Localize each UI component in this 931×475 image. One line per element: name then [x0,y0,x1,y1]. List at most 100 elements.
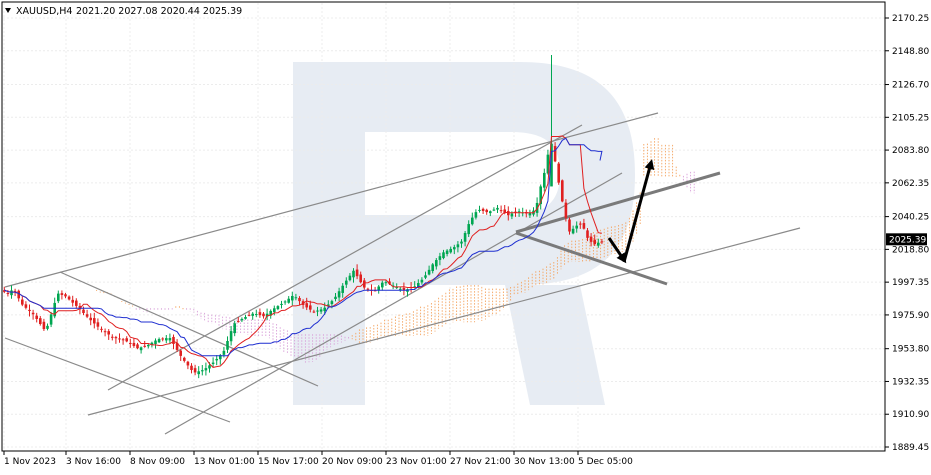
candle [456,241,460,253]
candle [24,301,28,310]
candle [136,342,139,350]
candle [179,349,182,361]
candle [64,292,67,299]
x-tick-label: 30 Nov 13:00 [514,457,575,467]
candle [600,238,604,245]
trend-line [59,271,319,387]
candle [35,312,38,323]
candle [161,337,164,342]
candle [553,142,557,163]
candle [215,355,218,366]
y-tick-label: 2040.25 [892,213,929,223]
candle [283,300,287,305]
candle [287,296,290,304]
candle [240,317,244,323]
candle [489,210,492,217]
candle [564,199,568,222]
x-tick-label: 1 Nov 2023 [4,457,56,467]
candle [211,357,215,368]
candle [190,363,193,374]
candle [247,311,251,317]
trend-line-bold [515,171,721,234]
x-tick-label: 5 Dec 05:00 [578,457,633,467]
candle [85,309,89,319]
y-tick-label: 2018.80 [892,245,929,255]
candle [28,304,31,317]
candle [420,277,424,285]
candle [478,205,481,213]
current-price-tag: 2025.39 [886,233,927,246]
y-tick-label: 2148.80 [892,47,929,57]
candle [154,338,157,349]
candle [143,340,146,348]
candle [118,333,121,343]
candle [93,312,96,329]
candle [366,287,370,292]
candle [582,218,586,230]
candle [381,280,384,291]
candle [251,312,254,320]
trend-line [4,337,231,423]
candle [186,360,190,370]
candle [204,362,208,376]
x-tick-label: 27 Nov 21:00 [450,457,511,467]
candle [265,308,269,321]
candle [395,283,398,289]
candle [467,220,470,237]
candle [363,278,366,290]
candle [147,343,150,349]
x-tick-label: 15 Nov 17:00 [258,457,319,467]
candle [229,326,233,346]
candle [561,179,564,203]
candle [183,356,186,363]
candle [309,300,312,313]
candle [575,221,578,233]
trend-lines [4,112,801,435]
candle [121,337,125,345]
candle [589,233,593,247]
candle [492,207,496,212]
candle [269,309,272,319]
x-tick-label: 8 Nov 09:00 [130,457,185,467]
candle [17,289,20,302]
candle [129,338,132,348]
candle [499,205,503,214]
trend-line [4,112,659,288]
forecast-arrow-up [622,159,655,263]
x-tick-label: 20 Nov 09:00 [322,457,383,467]
candle [67,295,71,301]
candle [438,252,442,266]
x-axis-ticks: 1 Nov 2023 3 Nov 16:00 8 Nov 09:00 13 Nov 0… [3,451,633,467]
candle [568,217,571,235]
candle [424,271,427,280]
ichimoku-lines [4,135,603,368]
candle [463,231,467,247]
plot-frame [1,1,886,452]
candle [586,228,589,242]
candle [197,366,200,379]
candle [305,297,308,311]
candle [280,300,283,309]
candle [298,296,301,306]
candle [550,55,553,187]
candle [474,209,478,220]
candle [557,161,560,185]
candle [96,318,100,331]
current-price-label: 2025.39 [889,235,926,245]
ohlc-readout: 2021.20 2027.08 2020.44 2025.39 [76,6,242,17]
candle [276,305,280,311]
y-tick-label: 2083.80 [892,146,929,156]
x-tick-label: 23 Nov 01:00 [386,457,447,467]
candle [39,316,42,326]
y-tick-label: 1975.90 [892,311,929,321]
candle [597,238,600,248]
candle [57,290,60,304]
y-axis-ticks: 2170.25 2148.80 2126.70 2105.25 2083.80 2062.… [885,14,929,453]
candle [139,346,143,354]
dropdown-triangle-icon [5,8,11,13]
candle [460,239,463,248]
candle [262,311,265,319]
candle [312,309,316,314]
candle [89,313,92,326]
